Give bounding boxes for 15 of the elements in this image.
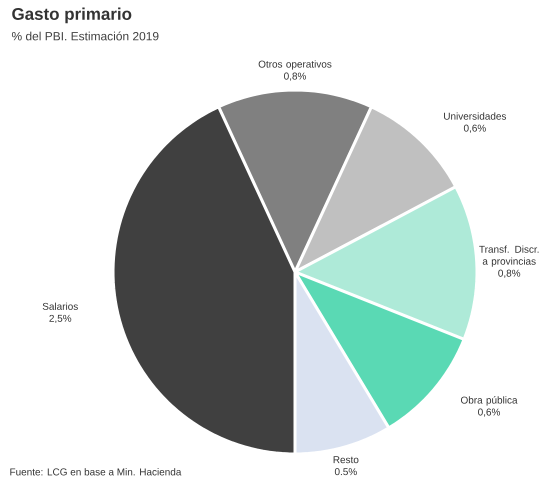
data-label: 0,8% [498, 270, 520, 278]
slice-label: Otros operativos [258, 60, 332, 70]
data-label: 0,8% [284, 72, 306, 81]
data-label: 0.5% [334, 468, 357, 476]
chart-title: Gasto primario [12, 8, 132, 24]
slice-label: Resto [334, 456, 358, 464]
slice-label: Obra pública [460, 396, 518, 406]
slice-label: Transf. Discr. a provincias [479, 245, 539, 267]
source-note: Fuente: LCG en base a Min. Hacienda [10, 468, 182, 476]
slice-label: Salarios [42, 302, 78, 310]
chart-subtitle: % del PBI. Estimación 2019 [12, 32, 158, 40]
data-label: 0,6% [478, 408, 500, 417]
slice-label: Universidades [444, 112, 506, 120]
data-label: 0,6% [464, 124, 486, 133]
data-label: 2,5% [49, 314, 72, 324]
